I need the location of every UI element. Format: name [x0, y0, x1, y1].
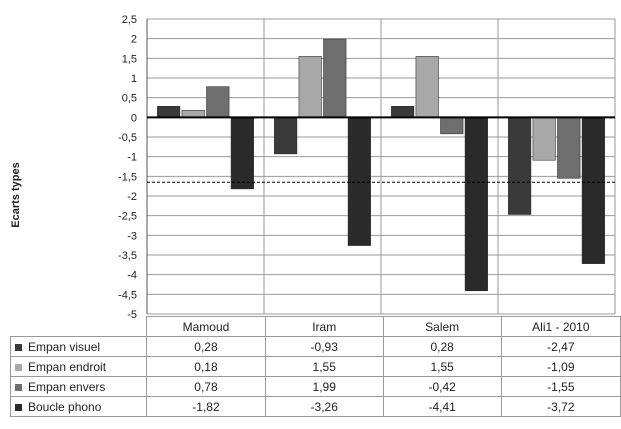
category-ali1-2010: Ali1 - 2010	[500, 316, 621, 337]
table-cell: -4,41	[382, 396, 502, 417]
gridlines	[147, 18, 615, 315]
legend-swatch	[15, 383, 22, 391]
category-mamoud: Mamoud	[146, 316, 266, 337]
bar	[230, 117, 254, 190]
bar	[181, 110, 205, 118]
legend-swatch	[15, 403, 22, 411]
table-cell: 0,18	[146, 356, 266, 377]
bar-chart: 2,5 2 1,5 1 0,5 0 -0,5 -1 -1,5 -2 -2,5 -3 -3,5 -4 -4,5…	[118, 14, 616, 318]
bar	[323, 38, 347, 118]
table-cell: 0,78	[146, 376, 266, 397]
bar	[206, 86, 230, 118]
y-axis-label: Ecarts types	[10, 162, 22, 228]
y-axis-ticks: 2,5 2 1,5 1 0,5 0 -0,5 -1 -1,5 -2 -2,5 -3 -3,5 -4 -4,5…	[118, 14, 137, 318]
table-row-empan-endroit: Empan endroit 0,18 1,55 1,55 -1,09	[9, 356, 621, 377]
y-tick-label: -1,5	[118, 171, 137, 183]
table-cell: 1,99	[264, 376, 384, 397]
bar	[532, 117, 556, 161]
bar	[508, 117, 532, 215]
y-tick-label: 2,5	[122, 14, 137, 26]
series-name: Empan envers	[28, 379, 106, 394]
table-cell: 0,28	[382, 336, 502, 357]
y-tick-label: 0	[131, 112, 137, 124]
y-tick-label: -0,5	[118, 132, 137, 144]
category-iram: Iram	[264, 316, 384, 337]
y-tick-label: 1	[131, 73, 137, 85]
legend-empan-visuel: Empan visuel	[9, 336, 148, 357]
y-tick-label: 0,5	[122, 93, 137, 105]
legend-empan-envers: Empan envers	[9, 376, 148, 397]
table-cell: -2,47	[500, 336, 621, 357]
y-tick-label: 2	[131, 34, 137, 46]
table-cell: -1,82	[146, 396, 266, 417]
table-cell: 1,55	[382, 356, 502, 377]
table-cell: -1,09	[500, 356, 621, 377]
series-name: Empan visuel	[28, 339, 101, 354]
bar	[440, 117, 464, 135]
category-salem: Salem	[382, 316, 502, 337]
bar	[274, 117, 298, 155]
table-cell: 1,55	[264, 356, 384, 377]
table-cell: -1,55	[500, 376, 621, 397]
table-row-boucle-phono: Boucle phono -1,82 -3,26 -4,41 -3,72	[9, 396, 621, 417]
legend-empan-endroit: Empan endroit	[9, 356, 148, 377]
series-name: Boucle phono	[28, 399, 102, 414]
series-name: Empan endroit	[28, 359, 107, 374]
table-cell: -3,26	[264, 396, 384, 417]
bar	[298, 56, 322, 118]
y-tick-label: -1	[127, 152, 137, 164]
table-cell: 0,28	[146, 336, 266, 357]
y-tick-label: 1,5	[122, 53, 137, 65]
y-tick-label: -2,5	[118, 211, 137, 223]
legend-boucle-phono: Boucle phono	[9, 396, 148, 417]
data-table-header: Mamoud Iram Salem Ali1 - 2010	[10, 316, 621, 337]
bar	[557, 117, 581, 179]
data-table-corner	[10, 316, 148, 337]
y-tick-label: -4	[127, 270, 137, 282]
data-table: Mamoud Iram Salem Ali1 - 2010 Empan visu…	[9, 316, 621, 417]
table-cell: -0,93	[264, 336, 384, 357]
bar	[581, 117, 605, 264]
y-axis-label-wrap: Ecarts types	[6, 120, 26, 270]
y-tick-label: -4,5	[118, 289, 137, 301]
table-row-empan-visuel: Empan visuel 0,28 -0,93 0,28 -2,47	[9, 336, 621, 357]
y-tick-label: -3	[127, 230, 137, 242]
axes	[146, 19, 616, 314]
bar	[464, 117, 488, 292]
bar	[415, 56, 439, 118]
y-tick-label: -5	[127, 309, 137, 318]
legend-swatch	[15, 343, 22, 351]
bar	[157, 106, 181, 118]
bars	[157, 38, 605, 292]
y-tick-label: -2	[127, 191, 137, 203]
y-tick-label: -3,5	[118, 250, 137, 262]
bar	[391, 106, 415, 118]
table-row-empan-envers: Empan envers 0,78 1,99 -0,42 -1,55	[9, 376, 621, 397]
table-cell: -3,72	[500, 396, 621, 417]
bar	[347, 117, 371, 246]
table-cell: -0,42	[382, 376, 502, 397]
legend-swatch	[15, 363, 22, 371]
